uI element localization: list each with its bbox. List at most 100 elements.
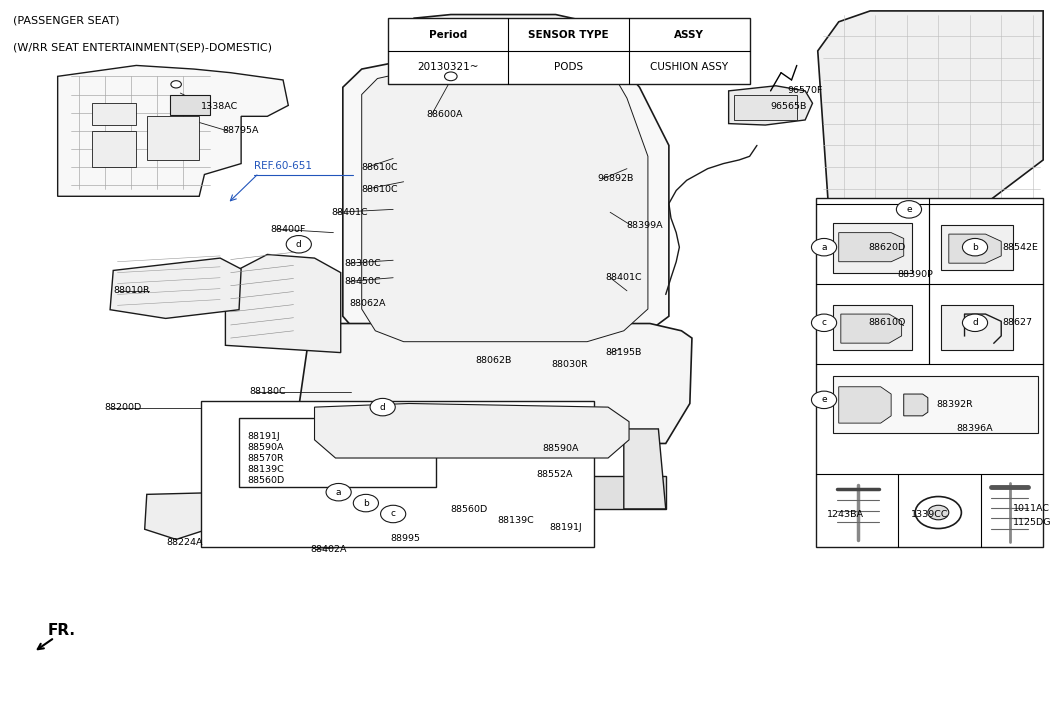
Text: 88195B: 88195B bbox=[605, 348, 642, 357]
Text: Period: Period bbox=[429, 30, 467, 39]
Text: 88191J: 88191J bbox=[248, 432, 281, 441]
Circle shape bbox=[170, 81, 181, 88]
Circle shape bbox=[928, 505, 949, 520]
Polygon shape bbox=[145, 493, 208, 539]
Circle shape bbox=[326, 483, 352, 501]
Text: 88542E: 88542E bbox=[1002, 243, 1038, 252]
Polygon shape bbox=[169, 95, 210, 115]
Polygon shape bbox=[818, 11, 1043, 204]
Text: 88401C: 88401C bbox=[331, 208, 367, 217]
Text: 88062B: 88062B bbox=[474, 356, 511, 365]
Text: 20130321~: 20130321~ bbox=[417, 63, 479, 72]
Text: 88560D: 88560D bbox=[451, 505, 488, 514]
Polygon shape bbox=[949, 234, 1001, 263]
Text: 88139C: 88139C bbox=[497, 516, 534, 525]
Polygon shape bbox=[147, 116, 199, 160]
Polygon shape bbox=[903, 394, 928, 416]
Bar bbox=[833, 305, 912, 350]
Polygon shape bbox=[92, 131, 137, 167]
Bar bbox=[815, 198, 1043, 547]
Text: 88590A: 88590A bbox=[248, 443, 284, 451]
Circle shape bbox=[445, 72, 457, 81]
Text: 88191J: 88191J bbox=[550, 523, 582, 532]
Polygon shape bbox=[226, 254, 341, 353]
Text: c: c bbox=[391, 510, 396, 518]
Circle shape bbox=[380, 505, 406, 523]
Text: 88610C: 88610C bbox=[362, 163, 398, 172]
Text: 96565B: 96565B bbox=[771, 102, 807, 111]
Circle shape bbox=[286, 236, 311, 253]
Polygon shape bbox=[299, 429, 336, 509]
Polygon shape bbox=[110, 258, 241, 318]
Text: 88180C: 88180C bbox=[250, 387, 286, 396]
Text: 88390P: 88390P bbox=[897, 270, 933, 279]
Polygon shape bbox=[624, 429, 666, 509]
Text: c: c bbox=[822, 318, 826, 327]
Text: 1125DG: 1125DG bbox=[1012, 518, 1052, 527]
Text: 88795A: 88795A bbox=[222, 126, 258, 135]
Text: 88560D: 88560D bbox=[248, 476, 285, 485]
Bar bbox=[201, 401, 594, 547]
Text: d: d bbox=[380, 403, 385, 411]
Text: 88399A: 88399A bbox=[626, 221, 663, 230]
Text: 88010R: 88010R bbox=[113, 286, 150, 295]
Polygon shape bbox=[362, 73, 648, 342]
Text: 88627: 88627 bbox=[1002, 318, 1033, 327]
Text: 88400F: 88400F bbox=[270, 225, 306, 233]
Text: 88610Q: 88610Q bbox=[868, 318, 905, 327]
Polygon shape bbox=[839, 233, 903, 262]
Text: 88030R: 88030R bbox=[552, 360, 588, 369]
Circle shape bbox=[963, 238, 988, 256]
Text: 88392R: 88392R bbox=[936, 401, 973, 409]
Text: 88200D: 88200D bbox=[105, 403, 142, 412]
Text: (PASSENGER SEAT): (PASSENGER SEAT) bbox=[13, 16, 119, 26]
Polygon shape bbox=[299, 476, 666, 509]
Text: b: b bbox=[972, 243, 977, 252]
Circle shape bbox=[811, 391, 837, 409]
Text: 88590A: 88590A bbox=[542, 444, 578, 453]
Circle shape bbox=[370, 398, 395, 416]
Text: FR.: FR. bbox=[48, 623, 75, 638]
Polygon shape bbox=[414, 15, 581, 62]
Text: 88401C: 88401C bbox=[605, 273, 642, 282]
Text: REF.60-651: REF.60-651 bbox=[254, 161, 311, 171]
Circle shape bbox=[963, 314, 988, 332]
Text: 88450C: 88450C bbox=[344, 277, 380, 286]
Circle shape bbox=[811, 314, 837, 332]
Text: ASSY: ASSY bbox=[675, 30, 704, 39]
Text: 88570R: 88570R bbox=[248, 454, 284, 462]
Text: SENSOR TYPE: SENSOR TYPE bbox=[528, 30, 609, 39]
Polygon shape bbox=[734, 95, 796, 120]
Text: 96892B: 96892B bbox=[597, 174, 634, 183]
Circle shape bbox=[811, 238, 837, 256]
Text: 88062A: 88062A bbox=[349, 299, 385, 308]
Text: 88610C: 88610C bbox=[362, 185, 398, 193]
Bar bbox=[833, 223, 912, 273]
Text: 88620D: 88620D bbox=[868, 243, 905, 252]
Circle shape bbox=[915, 497, 962, 529]
Polygon shape bbox=[299, 324, 692, 443]
Bar bbox=[239, 418, 436, 487]
Text: 88402A: 88402A bbox=[310, 545, 347, 554]
Text: 1243BA: 1243BA bbox=[827, 510, 864, 519]
Text: 88139C: 88139C bbox=[248, 465, 284, 474]
Text: CUSHION ASSY: CUSHION ASSY bbox=[650, 63, 729, 72]
Bar bbox=[941, 305, 1012, 350]
Polygon shape bbox=[841, 314, 901, 343]
Text: a: a bbox=[822, 243, 827, 252]
Text: 88552A: 88552A bbox=[537, 470, 573, 479]
Circle shape bbox=[896, 201, 921, 218]
Polygon shape bbox=[729, 86, 812, 125]
Text: 1011AC: 1011AC bbox=[1012, 505, 1049, 513]
Text: 88380C: 88380C bbox=[344, 259, 380, 268]
Bar bbox=[388, 18, 750, 84]
Text: 88224A: 88224A bbox=[166, 538, 203, 547]
Text: 88995: 88995 bbox=[390, 534, 420, 543]
Polygon shape bbox=[315, 403, 629, 458]
Text: e: e bbox=[821, 395, 827, 404]
Text: d: d bbox=[972, 318, 977, 327]
Polygon shape bbox=[92, 103, 137, 125]
Text: (W/RR SEAT ENTERTAINMENT(SEP)-DOMESTIC): (W/RR SEAT ENTERTAINMENT(SEP)-DOMESTIC) bbox=[13, 42, 271, 52]
Text: 88600A: 88600A bbox=[427, 110, 463, 119]
Bar bbox=[833, 376, 1038, 433]
